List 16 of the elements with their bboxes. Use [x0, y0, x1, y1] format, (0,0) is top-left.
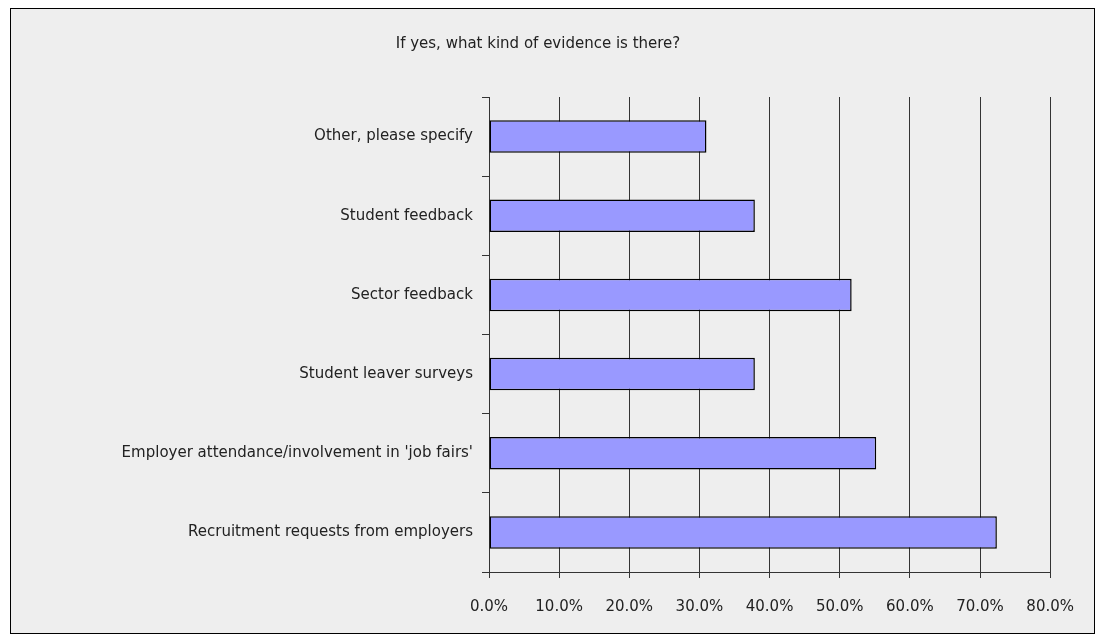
x-tick-label: 20.0% [605, 596, 654, 615]
x-tick-label: 0.0% [469, 596, 509, 615]
y-tick-label: Student leaver surveys [299, 363, 474, 382]
y-tick-label: Employer attendance/involvement in 'job fairs' [121, 443, 473, 462]
x-tick-label: 60.0% [886, 596, 934, 615]
y-tick-label: Student feedback [340, 205, 474, 224]
x-tick-label: 50.0% [815, 596, 864, 615]
x-tick-label: 80.0% [1026, 596, 1074, 615]
chart-title: If yes, what kind of evidence is there? [395, 33, 681, 52]
x-tick-label: 70.0% [956, 596, 1004, 615]
y-tick-label: Other, please specify [314, 126, 474, 145]
x-tick-label: 30.0% [675, 596, 724, 615]
x-tick-label: 10.0% [535, 596, 583, 615]
x-tick-label: 40.0% [745, 596, 794, 615]
y-tick-label: Recruitment requests from employers [187, 522, 474, 541]
y-tick-label: Sector feedback [351, 284, 474, 303]
